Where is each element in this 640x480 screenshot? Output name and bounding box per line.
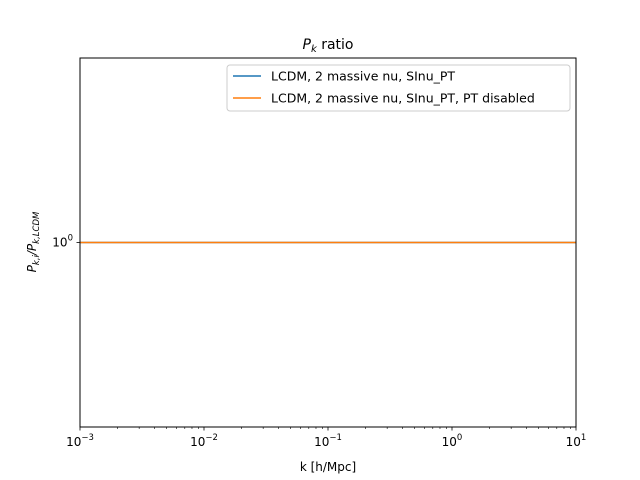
y-axis-label-sub: k,i bbox=[32, 254, 42, 265]
y-ticks: 100 bbox=[52, 234, 80, 250]
x-tick-label: 101 bbox=[566, 433, 587, 449]
chart-title-main: P bbox=[303, 37, 312, 53]
chart-title: Pk ratio bbox=[303, 37, 354, 55]
legend: LCDM, 2 massive nu, SInu_PT LCDM, 2 mass… bbox=[226, 64, 571, 112]
y-axis-label: Pk,i/Pk,LCDM bbox=[25, 211, 42, 272]
legend-box bbox=[226, 64, 571, 112]
x-tick-label: 10−1 bbox=[314, 433, 342, 449]
x-tick-label: 100 bbox=[442, 433, 463, 449]
legend-label-series-1: LCDM, 2 massive nu, SInu_PT bbox=[271, 69, 455, 84]
legend-label-series-2: LCDM, 2 massive nu, SInu_PT, PT disabled bbox=[271, 91, 535, 106]
chart-title-sub: k bbox=[311, 44, 318, 55]
y-tick-label: 100 bbox=[52, 234, 73, 250]
x-axis-label: k [h/Mpc] bbox=[300, 460, 356, 474]
x-tick-label: 10−2 bbox=[190, 433, 218, 449]
y-axis-label-sub2: k,LCDM bbox=[32, 211, 42, 244]
y-axis-label-main: P bbox=[25, 264, 39, 272]
x-ticks: 10−3 10−2 10−1 100 101 bbox=[66, 427, 586, 449]
plot-frame bbox=[79, 57, 577, 428]
y-axis-label-mid: /P bbox=[25, 243, 39, 256]
chart-title-rest: ratio bbox=[317, 37, 354, 53]
x-tick-label: 10−3 bbox=[66, 433, 94, 449]
